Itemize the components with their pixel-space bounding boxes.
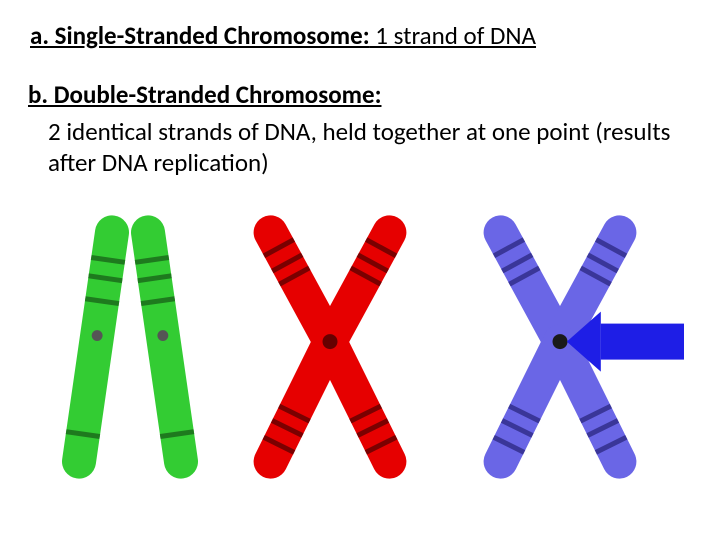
heading-b-desc: 2 identical strands of DNA, held togethe… — [48, 116, 680, 179]
chromosome-green — [30, 197, 230, 497]
chromosome-red — [230, 197, 430, 497]
heading-b: b. Double-Stranded Chromosome: — [28, 79, 700, 110]
chromosome-diagrams — [20, 197, 700, 497]
heading-a-label: a. Single-Stranded Chromosome: — [30, 20, 370, 51]
heading-b-label: b. Double-Stranded Chromosome: — [28, 79, 381, 110]
heading-a-rest: 1 strand of DNA — [370, 20, 536, 51]
chromosome-blue-with-arrow — [430, 197, 690, 497]
heading-a: a. Single-Stranded Chromosome: 1 strand … — [30, 20, 700, 51]
